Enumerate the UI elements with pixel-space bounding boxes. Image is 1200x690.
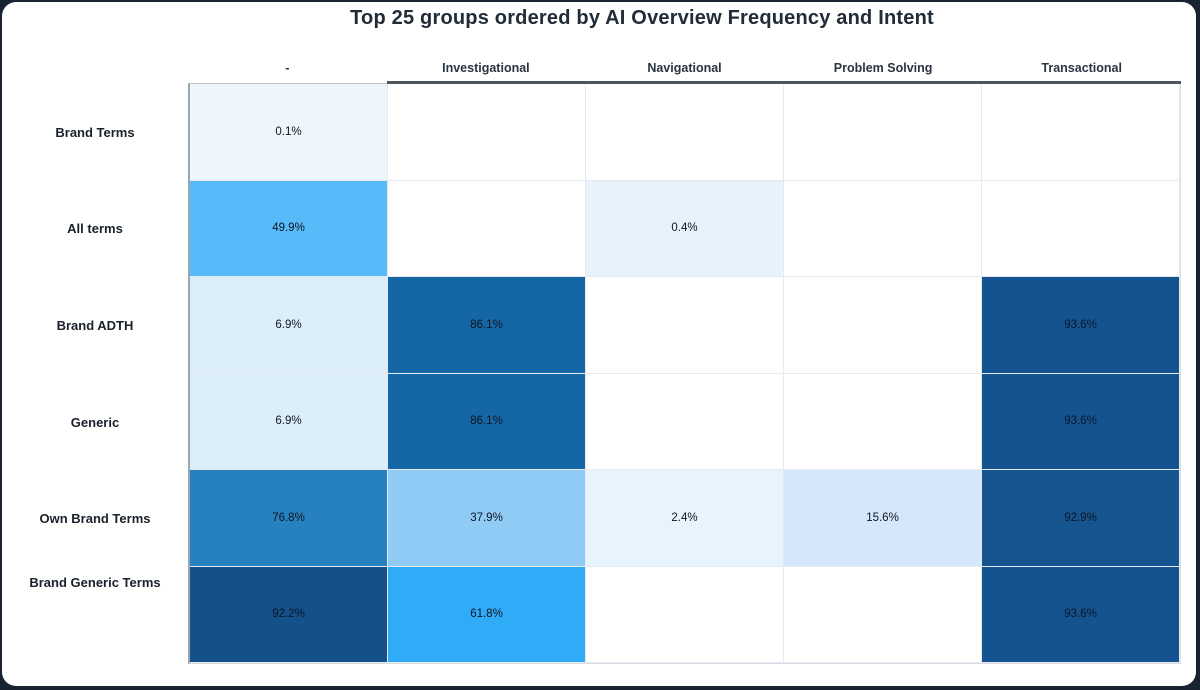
- heatmap-cell-brand-generic-terms-dash[interactable]: 92.2%: [190, 566, 388, 663]
- heatmap-cell-own-brand-terms-investigational[interactable]: 37.9%: [388, 470, 586, 567]
- heatmap-cell-generic-transactional[interactable]: 93.6%: [982, 373, 1180, 470]
- heatmap-cell-generic-dash[interactable]: 6.9%: [190, 373, 388, 470]
- row-label-brand-generic-terms: Brand Generic Terms: [29, 575, 161, 591]
- row-label-own-brand-terms: Own Brand Terms: [39, 511, 151, 527]
- grid-top-border-dark: [386, 81, 1181, 84]
- heatmap-cell-brand-terms-problem-solving[interactable]: [784, 84, 982, 181]
- column-header-navigational: Navigational: [647, 61, 722, 75]
- row-label-all-terms: All terms: [67, 221, 123, 237]
- row-labels: Brand Terms All terms Brand ADTH Generic Own…: [2, 84, 188, 664]
- heatmap-cell-own-brand-terms-navigational[interactable]: 2.4%: [586, 470, 784, 567]
- heatmap-cell-brand-terms-dash[interactable]: 0.1%: [190, 84, 388, 181]
- heatmap-cell-generic-problem-solving[interactable]: [784, 373, 982, 470]
- heatmap-cell-brand-terms-investigational[interactable]: [388, 84, 586, 181]
- row-label-brand-terms: Brand Terms: [55, 124, 135, 140]
- row-label-generic: Generic: [70, 414, 120, 430]
- column-header-transactional: Transactional: [1041, 61, 1122, 75]
- heatmap-cell-all-terms-dash[interactable]: 49.9%: [190, 180, 388, 277]
- heatmap-cell-brand-generic-terms-problem-solving[interactable]: [784, 566, 982, 663]
- column-headers: - Investigational Navigational Problem Solv…: [188, 57, 1181, 79]
- heatmap-cell-all-terms-navigational[interactable]: 0.4%: [586, 180, 784, 277]
- column-header-dash: -: [285, 61, 290, 75]
- heatmap-grid: 0.1% 49.9% 0.4% 6.9% 86.1% 93.6% 6.9% 86.1% 93.6…: [188, 84, 1181, 664]
- heatmap-cell-brand-generic-terms-navigational[interactable]: [586, 566, 784, 663]
- heatmap-cell-brand-terms-navigational[interactable]: [586, 84, 784, 181]
- heatmap-cell-own-brand-terms-transactional[interactable]: 92.9%: [982, 470, 1180, 567]
- heatmap-cell-brand-generic-terms-transactional[interactable]: 93.6%: [982, 566, 1180, 663]
- heatmap-cell-own-brand-terms-dash[interactable]: 76.8%: [190, 470, 388, 567]
- heatmap-cell-brand-adth-investigational[interactable]: 86.1%: [388, 277, 586, 374]
- grid-top-border-light: [188, 83, 387, 84]
- heatmap-cell-brand-adth-navigational[interactable]: [586, 277, 784, 374]
- column-header-problem-solving: Problem Solving: [833, 61, 933, 75]
- row-label-brand-adth: Brand ADTH: [56, 318, 134, 334]
- heatmap-cell-all-terms-problem-solving[interactable]: [784, 180, 982, 277]
- heatmap-cell-generic-investigational[interactable]: 86.1%: [388, 373, 586, 470]
- heatmap-cell-generic-navigational[interactable]: [586, 373, 784, 470]
- chart-title: Top 25 groups ordered by AI Overview Fre…: [350, 7, 934, 29]
- heatmap-cell-all-terms-investigational[interactable]: [388, 180, 586, 277]
- heatmap-cell-brand-adth-dash[interactable]: 6.9%: [190, 277, 388, 374]
- heatmap-cell-brand-adth-problem-solving[interactable]: [784, 277, 982, 374]
- heatmap-cell-own-brand-terms-problem-solving[interactable]: 15.6%: [784, 470, 982, 567]
- heatmap-cell-all-terms-transactional[interactable]: [982, 180, 1180, 277]
- heatmap-cell-brand-generic-terms-investigational[interactable]: 61.8%: [388, 566, 586, 663]
- column-header-investigational: Investigational: [442, 61, 530, 75]
- heatmap-cell-brand-adth-transactional[interactable]: 93.6%: [982, 277, 1180, 374]
- heatmap-cell-brand-terms-transactional[interactable]: [982, 84, 1180, 181]
